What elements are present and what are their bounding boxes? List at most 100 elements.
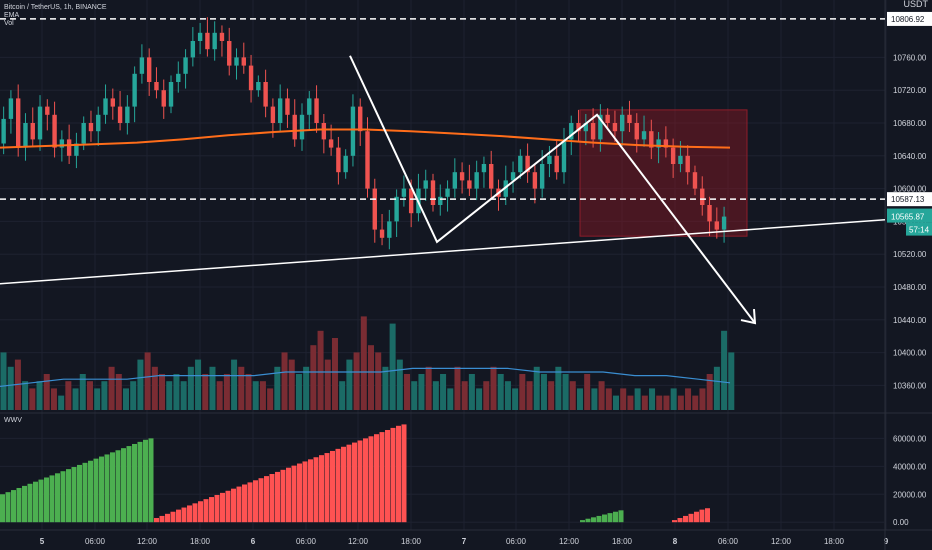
volume-bar xyxy=(94,388,101,410)
volume-bar xyxy=(375,352,382,410)
candle-body xyxy=(692,172,698,189)
volume-bar xyxy=(159,374,166,410)
volume-bar xyxy=(7,366,14,410)
time-axis-tick: 18:00 xyxy=(401,537,422,546)
volume-bar xyxy=(576,388,583,410)
volume-bar xyxy=(43,374,50,410)
candle-body xyxy=(387,221,392,238)
volume-bar xyxy=(670,388,677,410)
volume-bar xyxy=(281,352,288,410)
histogram-bar xyxy=(0,494,5,523)
volume-bar xyxy=(569,381,576,410)
histogram-bar xyxy=(585,518,591,523)
histogram-bar xyxy=(44,477,49,523)
histogram-bar xyxy=(683,515,688,523)
candle-body xyxy=(678,155,683,164)
volume-bar xyxy=(368,345,375,410)
candle-body xyxy=(685,155,690,173)
time-axis-tick: 5 xyxy=(40,537,45,546)
volume-bar xyxy=(389,323,396,410)
histogram-bar xyxy=(346,444,352,523)
volume-bar xyxy=(526,381,533,410)
volume-bar xyxy=(360,316,367,410)
histogram-bar xyxy=(357,440,363,523)
histogram-bar xyxy=(137,441,143,523)
indicator-label: WWV xyxy=(4,417,22,424)
histogram-bar xyxy=(269,474,275,523)
time-axis-tick: 7 xyxy=(462,537,467,546)
histogram-bar xyxy=(77,464,82,523)
volume-bar xyxy=(252,381,259,410)
histogram-bar xyxy=(385,430,390,523)
histogram-bar xyxy=(165,513,170,523)
candle-body xyxy=(700,188,705,205)
histogram-bar xyxy=(396,425,401,523)
histogram-bar xyxy=(313,457,319,523)
histogram-bar xyxy=(694,511,699,523)
candle-body xyxy=(30,123,35,140)
price-axis-tick: 10760.00 xyxy=(893,53,927,62)
volume-bar xyxy=(173,374,180,410)
candle-body xyxy=(110,98,115,107)
current-price: 10565.87 xyxy=(891,213,925,222)
volume-bar xyxy=(180,381,187,410)
volume-bar xyxy=(728,352,735,410)
volume-bar xyxy=(699,388,706,410)
time-axis-tick: 12:00 xyxy=(137,537,158,546)
volume-bar xyxy=(468,374,475,410)
candle-body xyxy=(277,98,283,123)
volume-bar xyxy=(598,381,605,410)
histogram-bar xyxy=(236,486,242,523)
volume-bar xyxy=(317,330,324,410)
countdown-tag xyxy=(906,222,932,236)
candle-body xyxy=(299,114,305,140)
histogram-bar xyxy=(121,448,126,523)
price-axis-tick: 10520.00 xyxy=(893,250,927,259)
volume-bar xyxy=(209,366,216,410)
price-axis-tick: 10680.00 xyxy=(893,119,927,128)
histogram-bar xyxy=(132,443,137,523)
volume-bar xyxy=(461,381,468,410)
candle-body xyxy=(168,82,174,107)
histogram-bar xyxy=(602,514,607,523)
candle-body xyxy=(539,164,545,189)
candle-body xyxy=(176,73,181,82)
candle-body xyxy=(74,143,79,156)
histogram-bar xyxy=(11,490,16,523)
candle-body xyxy=(328,139,334,148)
candle-body xyxy=(379,229,385,238)
candle-body xyxy=(532,172,538,189)
volume-bar xyxy=(267,388,274,410)
candle-body xyxy=(234,57,239,66)
histogram-bar xyxy=(66,469,71,523)
time-axis-tick: 8 xyxy=(673,537,678,546)
ema-line xyxy=(0,128,731,149)
candle-body xyxy=(321,123,327,140)
volume-bar xyxy=(533,366,540,410)
volume-bar xyxy=(432,381,439,410)
volume-bar xyxy=(721,330,728,410)
volume-bar xyxy=(137,359,144,410)
histogram-bar xyxy=(38,479,44,523)
candle-body xyxy=(8,98,14,119)
volume-bar xyxy=(562,374,569,410)
histogram-bar xyxy=(170,511,176,523)
histogram-bar xyxy=(192,503,198,523)
candle-body xyxy=(452,172,458,189)
candle-body xyxy=(96,114,101,132)
candle-body xyxy=(197,32,203,41)
histogram-bar xyxy=(677,518,683,523)
candle-body xyxy=(52,114,57,148)
volume-bar xyxy=(115,374,122,410)
candle-body xyxy=(408,188,414,214)
histogram-bar xyxy=(93,458,99,523)
candle-body xyxy=(583,123,589,132)
histogram-bar xyxy=(16,487,22,523)
histogram-bar xyxy=(324,453,330,523)
volume-bar xyxy=(288,359,295,410)
candle-body xyxy=(219,32,225,41)
candle-body xyxy=(445,188,450,197)
level-tag xyxy=(887,11,932,26)
